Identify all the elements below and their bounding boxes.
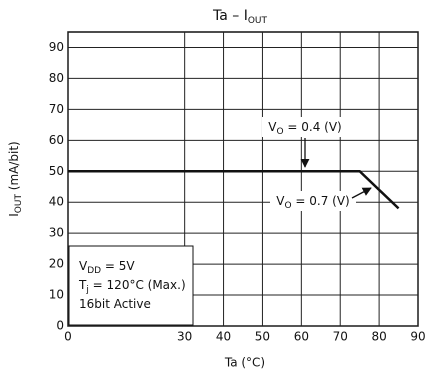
annotation: VO = 0.7 (V) <box>276 194 349 211</box>
x-tick-label: 80 <box>371 330 386 344</box>
condition: 16bit Active <box>79 297 151 311</box>
chart-title-part: Ta – I <box>212 8 248 24</box>
x-tick-label: 30 <box>177 330 192 344</box>
y-tick-label: 60 <box>49 133 64 147</box>
condition-part: DD <box>87 266 101 276</box>
y-tick-label: 90 <box>49 40 64 54</box>
y-axis-label-part: I <box>7 213 21 217</box>
y-tick-label: 30 <box>49 226 64 240</box>
annotation: VO = 0.4 (V) <box>268 120 341 137</box>
y-tick-label: 20 <box>49 257 64 271</box>
condition-part: V <box>79 259 88 273</box>
y-tick-label: 80 <box>49 71 64 85</box>
x-tick-label: 60 <box>294 330 309 344</box>
chart-title-part: OUT <box>248 16 268 26</box>
x-tick-label: 70 <box>333 330 348 344</box>
y-tick-label: 0 <box>56 319 64 333</box>
data-line <box>68 170 400 210</box>
annotation-box <box>262 117 348 137</box>
y-tick-label: 50 <box>49 164 64 178</box>
chart-title: Ta – IOUT <box>212 8 268 26</box>
x-axis-label: Ta (°C) <box>224 356 265 370</box>
condition: VDD = 5V <box>79 259 135 276</box>
condition-part: j <box>85 285 89 295</box>
annotation-part: O <box>276 127 283 137</box>
y-tick-label: 40 <box>49 195 64 209</box>
condition: Tj = 120°C (Max.) <box>78 278 186 295</box>
annotation-box <box>270 191 356 211</box>
y-tick-label: 10 <box>49 288 64 302</box>
y-tick-label: 70 <box>49 102 64 116</box>
x-tick-label: 40 <box>216 330 231 344</box>
x-tick-label: 90 <box>410 330 425 344</box>
annotation-part: V <box>276 194 285 208</box>
annotation-part: = 0.7 (V) <box>292 194 350 208</box>
arrow <box>351 187 372 199</box>
annotation-part: = 0.4 (V) <box>284 120 342 134</box>
x-tick-label: 0 <box>64 330 72 344</box>
condition-part: 16bit Active <box>79 297 151 311</box>
y-axis-label-part: (mA/bit) <box>7 141 21 194</box>
conditions-box <box>68 245 194 326</box>
y-axis-label: IOUT (mA/bit) <box>7 141 24 217</box>
y-axis-label-part: OUT <box>14 194 24 214</box>
condition-part: T <box>78 278 87 292</box>
condition-part: = 120°C (Max.) <box>89 278 186 292</box>
x-tick-label: 50 <box>255 330 270 344</box>
condition-part: = 5V <box>101 259 135 273</box>
annotation-part: O <box>284 201 291 211</box>
annotation-part: V <box>268 120 277 134</box>
